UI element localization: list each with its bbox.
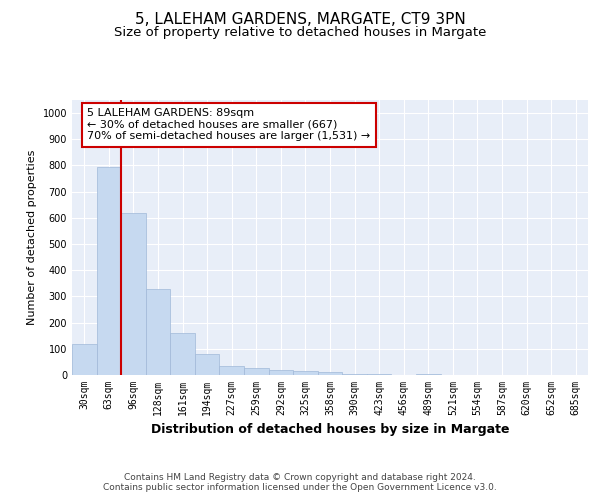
- Bar: [72, 344, 97, 375]
- Bar: [195, 354, 220, 375]
- Y-axis label: Number of detached properties: Number of detached properties: [27, 150, 37, 325]
- Bar: [416, 374, 440, 375]
- Text: Contains HM Land Registry data © Crown copyright and database right 2024.
Contai: Contains HM Land Registry data © Crown c…: [103, 473, 497, 492]
- Text: Size of property relative to detached houses in Margate: Size of property relative to detached ho…: [114, 26, 486, 39]
- Text: 5 LALEHAM GARDENS: 89sqm
← 30% of detached houses are smaller (667)
70% of semi-: 5 LALEHAM GARDENS: 89sqm ← 30% of detach…: [88, 108, 371, 142]
- Text: 5, LALEHAM GARDENS, MARGATE, CT9 3PN: 5, LALEHAM GARDENS, MARGATE, CT9 3PN: [134, 12, 466, 28]
- Bar: [97, 167, 121, 375]
- Bar: [269, 370, 293, 375]
- Bar: [146, 288, 170, 375]
- Bar: [121, 212, 146, 375]
- Bar: [367, 374, 391, 375]
- X-axis label: Distribution of detached houses by size in Margate: Distribution of detached houses by size …: [151, 424, 509, 436]
- Bar: [244, 368, 269, 375]
- Bar: [293, 371, 318, 375]
- Bar: [342, 374, 367, 375]
- Bar: [220, 366, 244, 375]
- Bar: [170, 333, 195, 375]
- Bar: [318, 372, 342, 375]
